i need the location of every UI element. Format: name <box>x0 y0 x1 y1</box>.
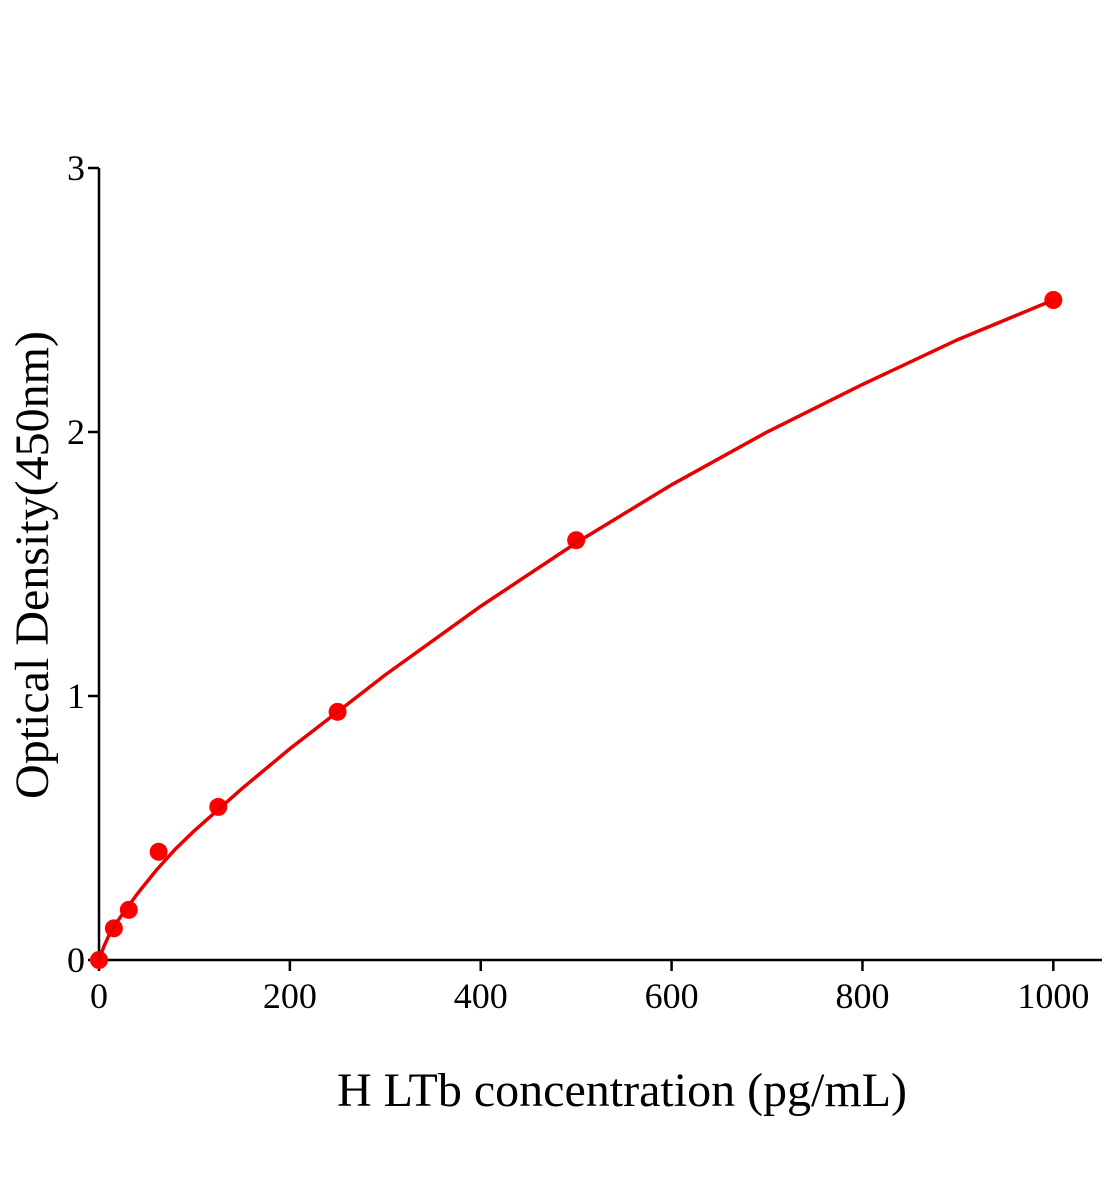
y-tick-label: 2 <box>67 412 85 452</box>
x-tick-label: 800 <box>835 976 889 1016</box>
y-tick-label: 0 <box>67 940 85 980</box>
x-tick-label: 600 <box>645 976 699 1016</box>
x-tick-label: 1000 <box>1017 976 1089 1016</box>
x-axis-title: H LTb concentration (pg/mL) <box>337 1064 907 1117</box>
x-tick-label: 400 <box>454 976 508 1016</box>
y-axis-title: Optical Density(450nm) <box>6 331 59 799</box>
y-tick-label: 3 <box>67 148 85 188</box>
fit-curve <box>97 298 1055 961</box>
data-point <box>149 842 168 861</box>
x-tick-label: 200 <box>263 976 317 1016</box>
x-tick-label: 0 <box>90 976 108 1016</box>
y-tick-label: 1 <box>67 676 85 716</box>
